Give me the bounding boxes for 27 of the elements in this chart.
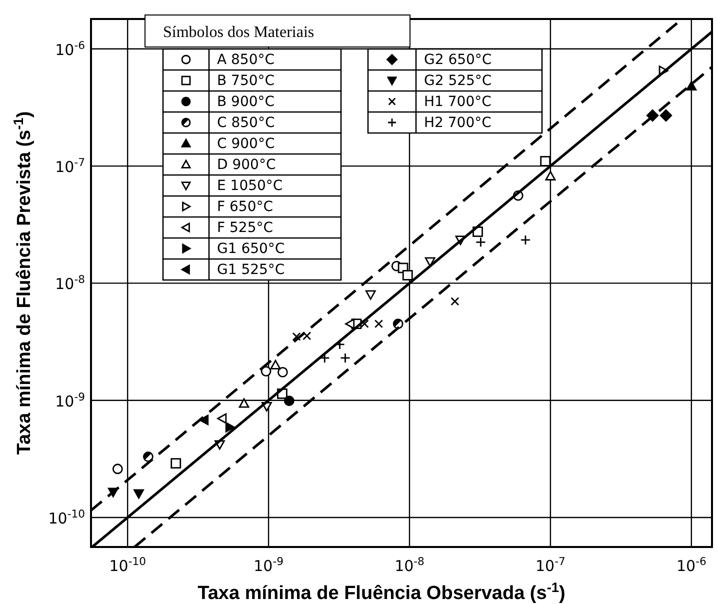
y-tick-label: 10$^{-6}$	[55, 38, 86, 59]
legend-label: F 650°C	[217, 199, 274, 215]
legend-label: C 900°C	[217, 136, 275, 152]
legend-label: G2 650°C	[424, 52, 492, 68]
legend-label: H2 700°C	[424, 115, 492, 131]
x-tick-label: 10$^{-8}$	[394, 554, 425, 575]
legend-label: B 750°C	[217, 73, 275, 89]
x-tick-label: 10$^{-9}$	[254, 554, 284, 575]
x-axis-title: Taxa mínima de Fluência Observada (s$^{-1}$)	[198, 580, 566, 604]
legend-label: F 525°C	[217, 220, 274, 236]
legend-label: G1 525°C	[217, 262, 285, 278]
legend-label: G1 650°C	[217, 241, 285, 257]
legend-label: G2 525°C	[424, 73, 492, 89]
y-tick-label: 10$^{-10}$	[48, 507, 86, 528]
legend-label: A 850°C	[217, 52, 275, 68]
x-tick-label: 10$^{-6}$	[676, 554, 706, 575]
legend-label: C 850°C	[217, 115, 275, 131]
x-tick-label: 10$^{-7}$	[536, 554, 566, 575]
y-tick-label: 10$^{-8}$	[55, 272, 86, 294]
legend-label: H1 700°C	[424, 94, 492, 110]
y-tick-label: 10$^{-9}$	[55, 390, 86, 410]
x-tick-label: 10$^{-10}$	[109, 554, 146, 575]
legend-label: E 1050°C	[217, 178, 283, 194]
legend-title: Símbolos dos Materiais	[163, 24, 314, 41]
y-tick-label: 10$^{-7}$	[55, 156, 85, 176]
legend-label: B 900°C	[217, 94, 275, 110]
legend-label: D 900°C	[217, 157, 276, 173]
